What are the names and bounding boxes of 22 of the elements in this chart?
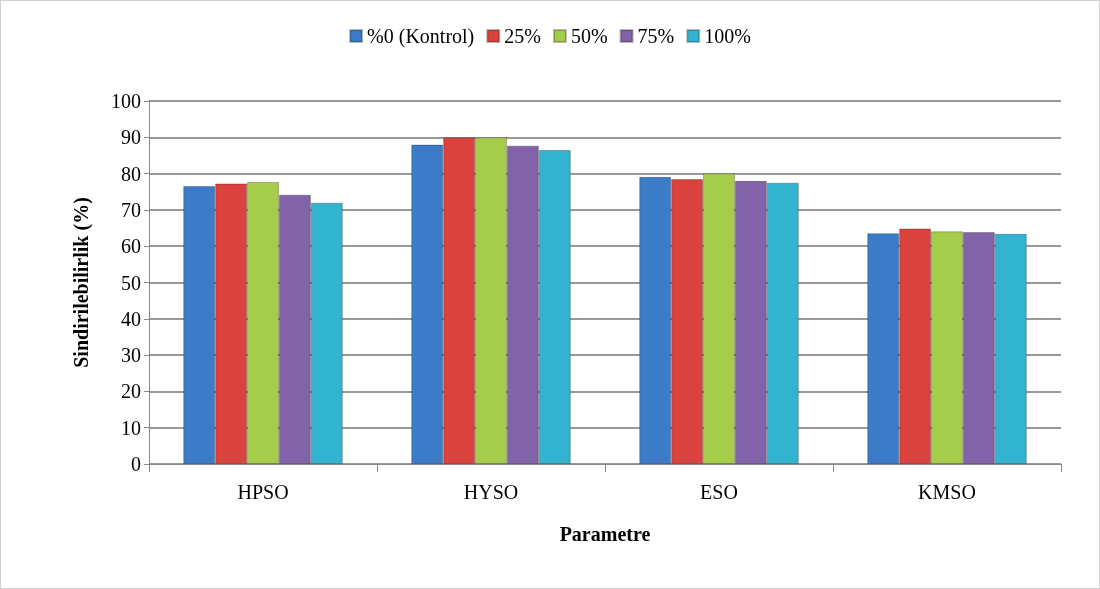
y-tick-label: 50 bbox=[121, 271, 141, 294]
y-tick-label: 100 bbox=[111, 90, 141, 112]
legend-label: 75% bbox=[637, 25, 675, 47]
legend-label: 50% bbox=[570, 25, 608, 47]
x-tick-label: ESO bbox=[700, 481, 738, 503]
legend-label: 25% bbox=[504, 25, 541, 47]
x-axis-title: Parametre bbox=[559, 523, 651, 545]
y-tick-label: 40 bbox=[121, 307, 141, 330]
y-axis-title: Sindirilebilirlik (%) bbox=[70, 197, 93, 368]
x-tick-label: KMSO bbox=[918, 481, 976, 503]
y-tick-label: 20 bbox=[121, 380, 141, 403]
y-tick-label: 70 bbox=[121, 198, 141, 221]
legend-label: %0 (Kontrol) bbox=[367, 25, 475, 48]
y-tick-label: 30 bbox=[121, 344, 141, 367]
y-tick-label: 90 bbox=[121, 126, 141, 149]
legend-label: 100% bbox=[704, 25, 751, 47]
y-tick-label: 80 bbox=[121, 162, 141, 185]
y-tick-label: 0 bbox=[131, 453, 141, 475]
x-tick-label: HPSO bbox=[237, 481, 289, 503]
y-tick-label: 10 bbox=[121, 416, 141, 439]
x-tick-label: HYSO bbox=[463, 481, 519, 503]
y-tick-label: 60 bbox=[121, 235, 141, 258]
